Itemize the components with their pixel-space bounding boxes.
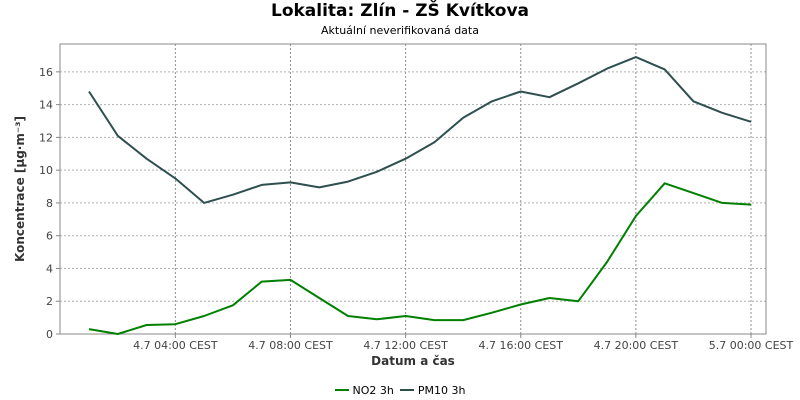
legend-item: PM10 3h (399, 383, 466, 397)
y-tick-label: 0 (46, 328, 53, 341)
x-tick-label: 4.7 04:00 CEST (133, 339, 218, 352)
legend-item: NO2 3h (334, 383, 394, 397)
legend-label: NO2 3h (352, 383, 394, 397)
chart-title: Lokalita: Zlín - ZŠ Kvítkova (270, 1, 529, 21)
x-tick-label: 4.7 12:00 CEST (363, 339, 448, 352)
series-line-pm10-3h (88, 56, 752, 204)
legend-swatch (334, 389, 349, 391)
y-tick-label: 14 (39, 99, 53, 112)
x-tick-label: 4.7 20:00 CEST (594, 339, 679, 352)
y-tick-label: 4 (46, 262, 53, 275)
grid (60, 44, 766, 334)
y-tick-label: 12 (39, 131, 53, 144)
y-tick-label: 10 (39, 164, 53, 177)
plot-area (59, 43, 767, 335)
y-tick-label: 6 (46, 230, 53, 243)
line-chart: 0 2 4 6 8 10 12 14 16 4.7 04:00 CEST 4.7 08:00 CE… (13, 43, 794, 368)
legend-label: PM10 3h (417, 383, 466, 397)
legend-swatch (399, 389, 414, 391)
y-axis-title: Koncentrace [µg·m⁻³] (13, 116, 27, 262)
series-line-no2-3h (88, 182, 752, 335)
chart-subtitle: Aktuální neverifikovaná data (321, 24, 479, 37)
series-lines (88, 56, 752, 335)
x-tick-label: 4.7 08:00 CEST (248, 339, 333, 352)
legend: NO2 3h PM10 3h (0, 381, 800, 397)
x-axis-title: Datum a čas (371, 354, 455, 368)
y-axis: 0 2 4 6 8 10 12 14 16 (39, 66, 60, 341)
x-tick-label: 4.7 16:00 CEST (478, 339, 563, 352)
x-axis: 4.7 04:00 CEST 4.7 08:00 CEST 4.7 12:00 CE… (133, 334, 794, 352)
y-tick-label: 8 (46, 197, 53, 210)
y-tick-label: 2 (46, 295, 53, 308)
x-tick-label: 5.7 00:00 CEST (709, 339, 794, 352)
y-tick-label: 16 (39, 66, 53, 79)
